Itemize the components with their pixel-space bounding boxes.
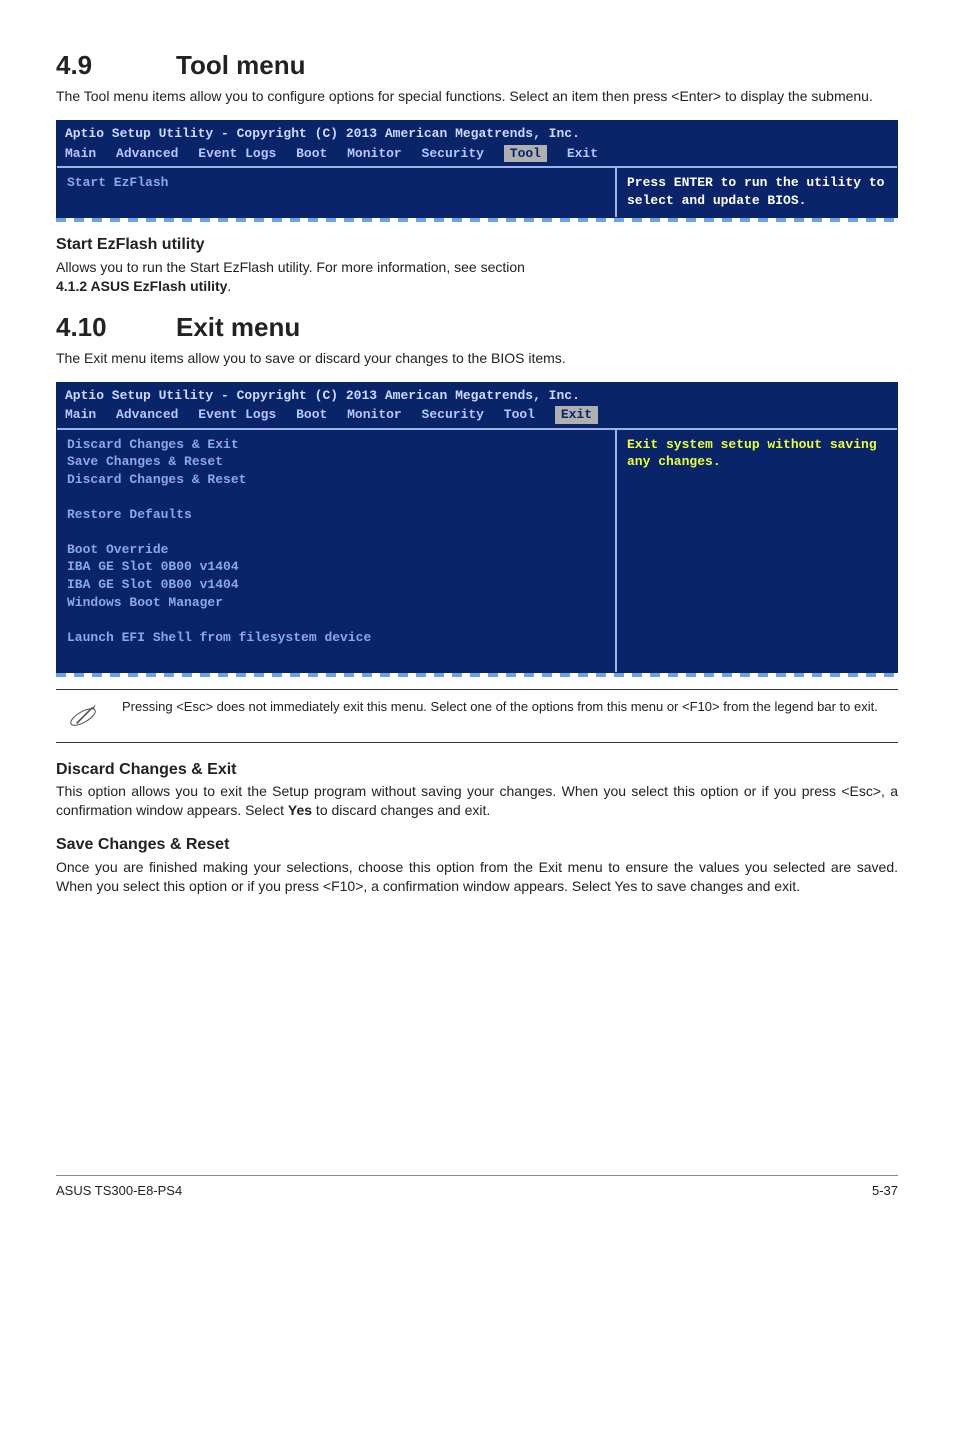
- bios-blank: [67, 523, 605, 541]
- note-box: Pressing <Esc> does not immediately exit…: [56, 689, 898, 743]
- bios-cutline: [56, 218, 898, 222]
- note-icon: [66, 700, 100, 734]
- ezflash-body: Allows you to run the Start EzFlash util…: [56, 258, 898, 296]
- bios-tab: Security: [422, 406, 484, 424]
- section-49-intro: The Tool menu items allow you to configu…: [56, 87, 898, 106]
- section-title: Exit menu: [176, 312, 300, 342]
- save-body: Once you are finished making your select…: [56, 858, 898, 896]
- ezflash-ref: 4.1.2 ASUS EzFlash utility: [56, 278, 227, 294]
- bios-tab: Security: [422, 145, 484, 163]
- bios-tab: Main: [65, 406, 96, 424]
- subheading-save: Save Changes & Reset: [56, 834, 898, 856]
- bios-tab: Monitor: [347, 145, 402, 163]
- bios-tab: Boot: [296, 145, 327, 163]
- bios-tab: Event Logs: [198, 145, 276, 163]
- bios-header: Aptio Setup Utility - Copyright (C) 2013…: [57, 121, 897, 145]
- section-410-intro: The Exit menu items allow you to save or…: [56, 349, 898, 368]
- bios-tab: Monitor: [347, 406, 402, 424]
- section-heading-410: 4.10Exit menu: [56, 310, 898, 345]
- bios-item: Restore Defaults: [67, 506, 605, 524]
- bios-right-pane: Press ENTER to run the utility to select…: [617, 168, 897, 217]
- bios-tabs: Main Advanced Event Logs Boot Monitor Se…: [57, 145, 897, 167]
- section-heading-49: 4.9Tool menu: [56, 48, 898, 83]
- bios-tab: Boot: [296, 406, 327, 424]
- bios-left-pane: Start EzFlash: [57, 168, 617, 217]
- bios-blank: [67, 488, 605, 506]
- bios-item: Discard Changes & Exit: [67, 436, 605, 454]
- bios-tab: Tool: [504, 406, 535, 424]
- discard-bold: Yes: [288, 802, 312, 818]
- bios-tab: Advanced: [116, 406, 178, 424]
- bios-tab-active: Exit: [555, 406, 598, 424]
- bios-right-pane: Exit system setup without saving any cha…: [617, 430, 897, 672]
- bios-item: IBA GE Slot 0B00 v1404: [67, 558, 605, 576]
- ezflash-text: Allows you to run the Start EzFlash util…: [56, 259, 525, 275]
- discard-body: This option allows you to exit the Setup…: [56, 782, 898, 820]
- bios-tab: Event Logs: [198, 406, 276, 424]
- bios-item: Boot Override: [67, 541, 605, 559]
- subheading-start-ezflash: Start EzFlash utility: [56, 234, 898, 256]
- bios-blank: [67, 646, 605, 664]
- bios-tab: Main: [65, 145, 96, 163]
- bios-screen-exit: Aptio Setup Utility - Copyright (C) 2013…: [56, 382, 898, 673]
- bios-hint: Exit system setup without saving any cha…: [627, 436, 887, 471]
- footer-left: ASUS TS300-E8-PS4: [56, 1182, 182, 1200]
- bios-body: Discard Changes & Exit Save Changes & Re…: [57, 428, 897, 672]
- bios-item: Windows Boot Manager: [67, 594, 605, 612]
- bios-header: Aptio Setup Utility - Copyright (C) 2013…: [57, 383, 897, 407]
- discard-post: to discard changes and exit.: [312, 802, 490, 818]
- section-number: 4.9: [56, 48, 176, 83]
- section-title: Tool menu: [176, 50, 306, 80]
- bios-item: IBA GE Slot 0B00 v1404: [67, 576, 605, 594]
- bios-screen-tool: Aptio Setup Utility - Copyright (C) 2013…: [56, 120, 898, 218]
- bios-tab: Advanced: [116, 145, 178, 163]
- section-number: 4.10: [56, 310, 176, 345]
- footer-right: 5-37: [872, 1182, 898, 1200]
- bios-item: Save Changes & Reset: [67, 453, 605, 471]
- bios-body: Start EzFlash Press ENTER to run the uti…: [57, 166, 897, 217]
- bios-item: Start EzFlash: [67, 174, 605, 192]
- bios-item: Launch EFI Shell from filesystem device: [67, 629, 605, 647]
- bios-tab-active: Tool: [504, 145, 547, 163]
- note-text: Pressing <Esc> does not immediately exit…: [122, 698, 878, 716]
- bios-hint: Press ENTER to run the utility to select…: [627, 174, 887, 209]
- bios-tab: Exit: [567, 145, 598, 163]
- bios-left-pane: Discard Changes & Exit Save Changes & Re…: [57, 430, 617, 672]
- bios-blank: [67, 611, 605, 629]
- bios-cutline: [56, 673, 898, 677]
- subheading-discard: Discard Changes & Exit: [56, 759, 898, 781]
- page-footer: ASUS TS300-E8-PS4 5-37: [56, 1175, 898, 1200]
- bios-item: Discard Changes & Reset: [67, 471, 605, 489]
- bios-tabs: Main Advanced Event Logs Boot Monitor Se…: [57, 406, 897, 428]
